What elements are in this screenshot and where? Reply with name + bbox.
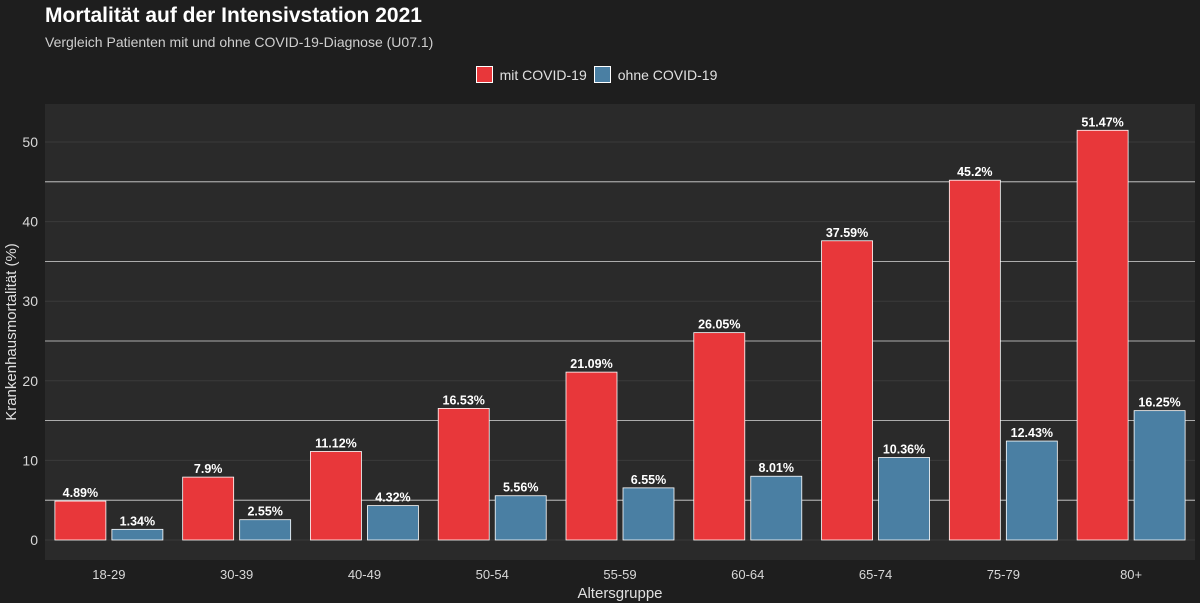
data-label: 37.59% [826,226,868,240]
data-label: 12.43% [1011,426,1053,440]
x-tick-label: 60-64 [731,567,764,582]
legend-label-ohne-covid: ohne COVID-19 [617,66,718,83]
data-label: 26.05% [698,318,740,332]
bar-mit-covid [821,240,873,541]
x-tick-label: 30-39 [220,567,253,582]
bar-mit-covid [565,371,618,541]
data-label: 51.47% [1081,115,1123,129]
y-axis-label: Krankenhausmortalität (%) [3,243,20,421]
bar-mit-covid [54,500,107,541]
data-label: 11.12% [315,436,357,450]
legend-item-mit-covid: mit COVID-19 [475,66,587,83]
x-tick-label: 40-49 [348,567,381,582]
y-tick-label: 40 [22,214,38,230]
chart-subtitle: Vergleich Patienten mit und ohne COVID-1… [45,34,434,50]
y-tick-label: 10 [22,452,38,468]
data-label: 7.9% [194,462,223,476]
x-tick-label: 50-54 [476,567,509,582]
legend-label-mit-covid: mit COVID-19 [499,66,587,83]
bar-mit-covid [948,179,1001,541]
x-axis-label: Altersgruppe [577,585,662,602]
legend-swatch-ohne-covid [593,66,611,83]
data-label: 4.32% [375,491,410,505]
bar-mit-covid [693,332,746,541]
bar-ohne-covid [622,487,675,541]
legend-item-ohne-covid: ohne COVID-19 [593,66,718,83]
y-tick-label: 30 [22,293,38,309]
data-label: 10.36% [883,443,925,457]
data-label: 1.34% [120,514,155,528]
data-label: 21.09% [570,357,612,371]
y-tick-label: 20 [22,373,38,389]
bar-ohne-covid [750,475,803,541]
bar-ohne-covid [1133,410,1186,541]
x-tick-label: 75-79 [987,567,1020,582]
data-label: 4.89% [63,486,98,500]
chart-title: Mortalität auf der Intensivstation 2021 [45,4,422,27]
data-label: 8.01% [759,461,794,475]
data-label: 6.55% [631,473,666,487]
bar-ohne-covid [878,457,930,541]
data-label: 45.2% [957,165,992,179]
bar-mit-covid [182,476,235,541]
bar-ohne-covid [367,505,419,541]
x-tick-label: 18-29 [92,567,125,582]
bar-mit-covid [1076,129,1129,541]
y-tick-label: 50 [22,134,38,150]
plot-panel [45,104,1195,560]
data-label: 16.53% [443,393,485,407]
bar-ohne-covid [111,528,164,541]
x-tick-label: 65-74 [859,567,892,582]
y-tick-label: 0 [30,532,38,548]
bar-ohne-covid [494,495,547,541]
x-tick-label: 80+ [1120,567,1142,582]
bar-mit-covid [437,408,490,541]
x-tick-label: 55-59 [603,567,636,582]
data-label: 5.56% [503,481,538,495]
legend: mit COVID-19 ohne COVID-19 [0,66,1200,83]
data-label: 16.25% [1138,396,1180,410]
legend-swatch-mit-covid [475,66,493,83]
bar-ohne-covid [239,519,292,541]
data-label: 2.55% [247,505,282,519]
bar-ohne-covid [1005,440,1058,541]
bar-mit-covid [310,451,362,541]
